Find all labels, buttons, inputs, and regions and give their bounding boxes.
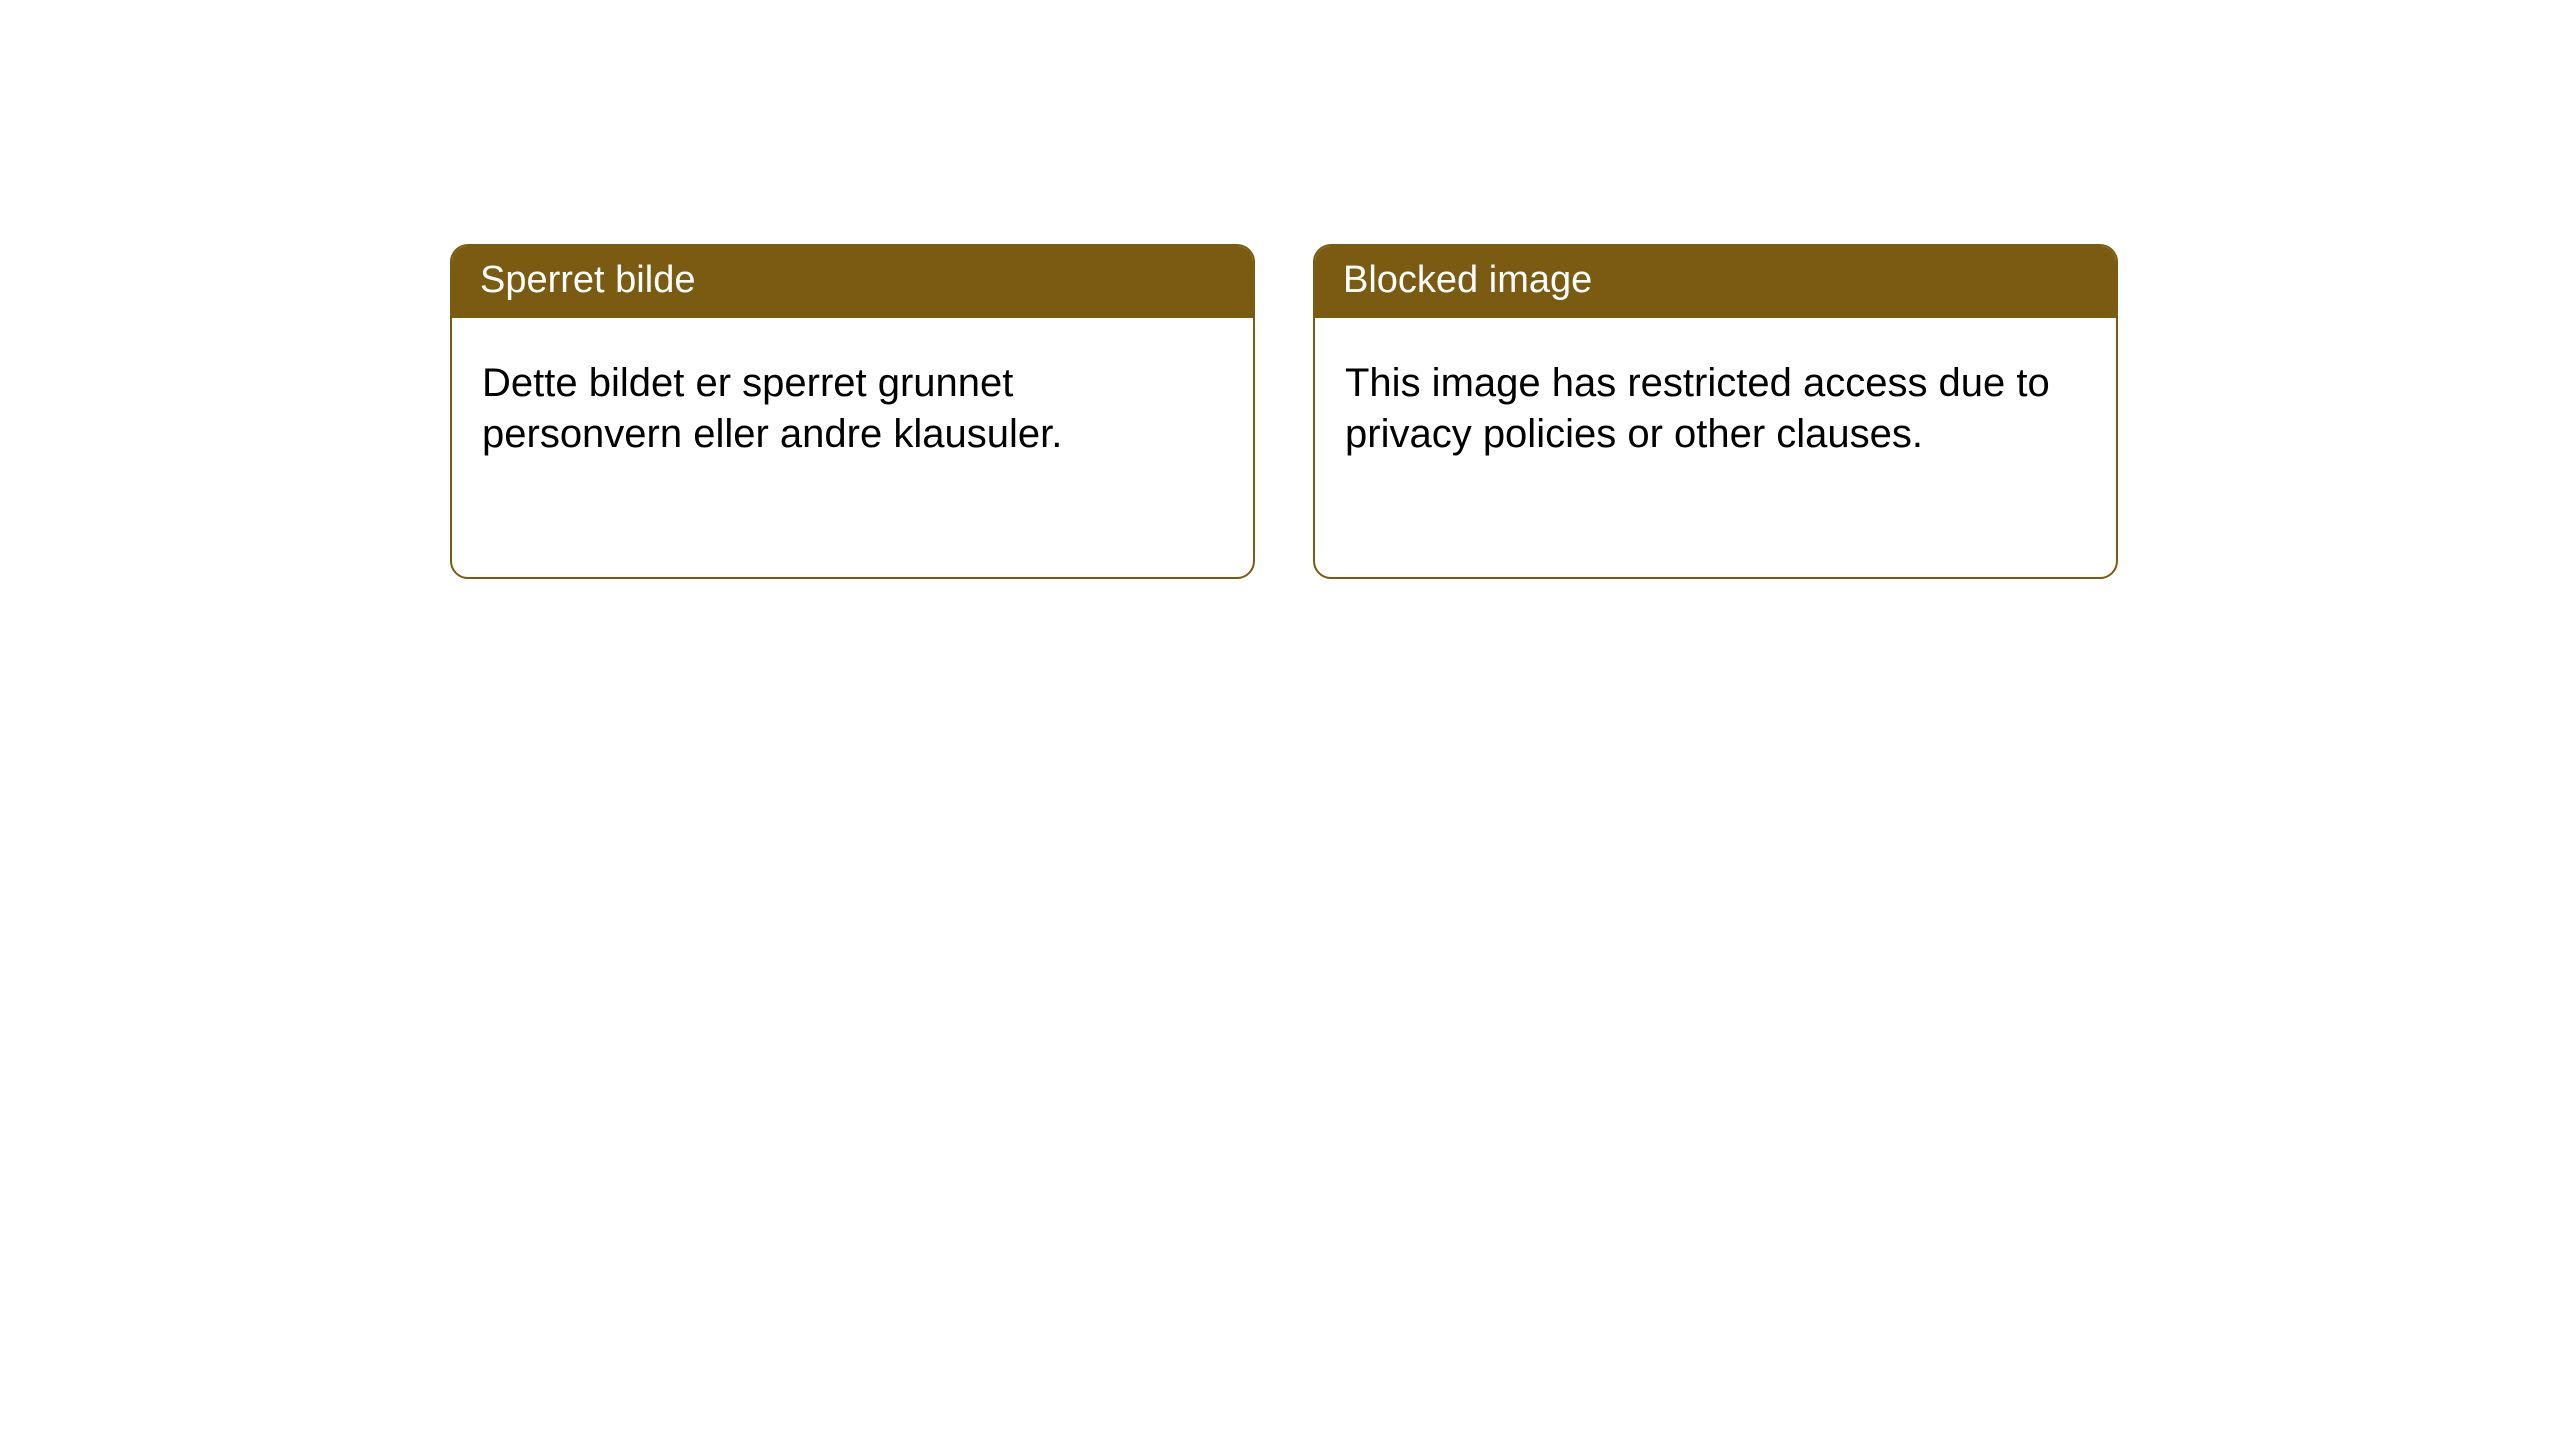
notice-body-no: Dette bildet er sperret grunnet personve… (452, 318, 1253, 490)
notice-body-en: This image has restricted access due to … (1315, 318, 2116, 490)
notice-header-en: Blocked image (1315, 246, 2116, 318)
notice-container: Sperret bilde Dette bildet er sperret gr… (450, 244, 2560, 579)
notice-card-no: Sperret bilde Dette bildet er sperret gr… (450, 244, 1255, 579)
notice-card-en: Blocked image This image has restricted … (1313, 244, 2118, 579)
notice-header-no: Sperret bilde (452, 246, 1253, 318)
